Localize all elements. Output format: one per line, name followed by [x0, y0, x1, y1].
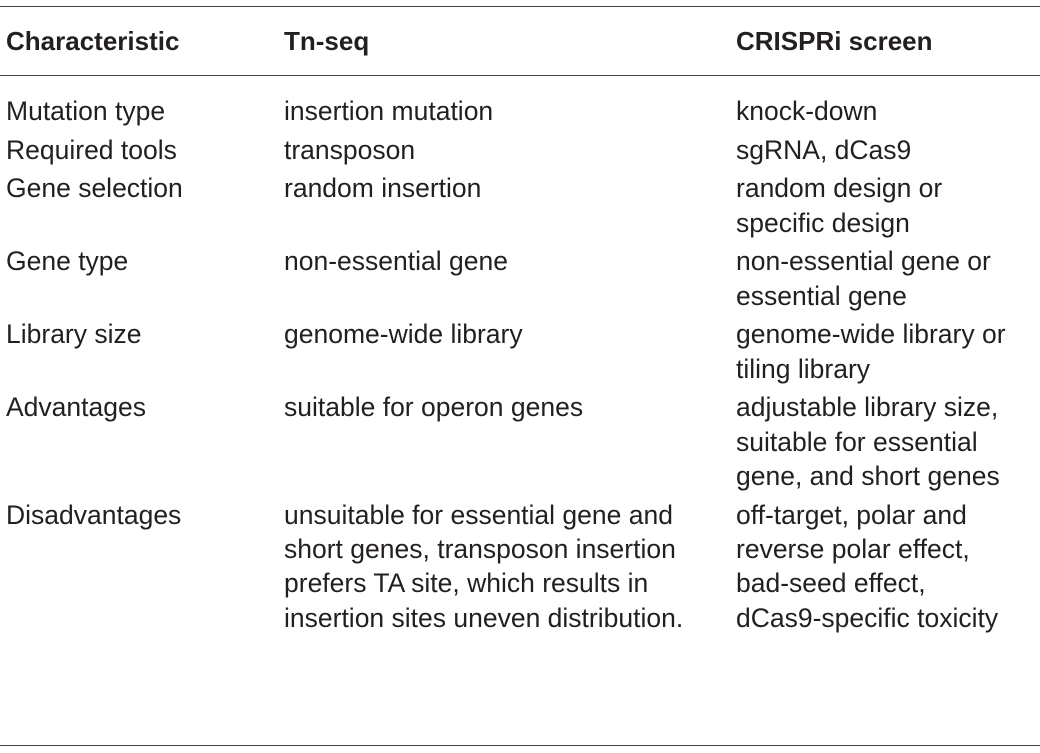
cell-line: Disadvantages — [6, 499, 182, 530]
cell-tnseq: random insertion — [284, 171, 481, 205]
cell-line: Library size — [6, 319, 142, 350]
cell-line: suitable for essential — [736, 426, 978, 457]
cell-crispri: adjustable library size, suitable for ess… — [736, 390, 1000, 493]
cell-tnseq: transposon — [284, 133, 415, 167]
cell-line: unsuitable for essential gene and — [284, 499, 673, 530]
cell-line: Advantages — [6, 392, 146, 423]
cell-line: suitable for operon genes — [284, 392, 584, 423]
header-crispri: CRISPRi screen — [736, 26, 933, 56]
cell-crispri: non-essential gene or essential gene — [736, 244, 991, 313]
cell-characteristic: Advantages — [6, 390, 146, 424]
cell-crispri: off-target, polar and reverse polar effec… — [736, 498, 998, 635]
cell-line: gene, and short genes — [736, 460, 1000, 491]
cell-line: knock-down — [736, 96, 878, 126]
table-bottom-rule — [0, 745, 1040, 746]
cell-line: prefers TA site, which results in — [284, 568, 649, 599]
cell-line: non-essential gene or — [736, 246, 991, 277]
cell-tnseq: insertion mutation — [284, 94, 493, 128]
cell-crispri: genome-wide library or tiling library — [736, 317, 1006, 386]
cell-line: genome-wide library — [284, 319, 523, 350]
cell-tnseq: non-essential gene — [284, 244, 508, 278]
header-characteristic: Characteristic — [6, 26, 180, 56]
cell-line: essential gene — [736, 280, 907, 311]
cell-line: Gene selection — [6, 173, 183, 204]
cell-characteristic: Required tools — [6, 133, 177, 167]
cell-line: dCas9-specific toxicity — [736, 602, 999, 633]
cell-line: Gene type — [6, 246, 129, 277]
cell-tnseq: unsuitable for essential gene and short g… — [284, 498, 683, 635]
cell-crispri: sgRNA, dCas9 — [736, 133, 911, 167]
cell-crispri: random design or specific design — [736, 171, 942, 240]
table-header-rule — [0, 75, 1040, 76]
cell-line: insertion sites uneven distribution. — [284, 602, 684, 633]
cell-characteristic: Gene selection — [6, 171, 183, 205]
cell-line: genome-wide library or — [736, 319, 1006, 350]
cell-characteristic: Gene type — [6, 244, 128, 278]
cell-crispri: knock-down — [736, 94, 877, 128]
cell-line: Required tools — [6, 134, 177, 165]
cell-line: Mutation type — [6, 96, 166, 126]
cell-line: reverse polar effect, — [736, 533, 970, 564]
cell-line: off-target, polar and — [736, 499, 967, 530]
cell-line: specific design — [736, 207, 910, 238]
cell-line: insertion mutation — [284, 96, 494, 126]
cell-line: tiling library — [736, 353, 871, 384]
cell-line: adjustable library size, — [736, 392, 999, 423]
cell-line: bad-seed effect, — [736, 568, 926, 599]
cell-line: random design or — [736, 173, 943, 204]
cell-line: non-essential gene — [284, 246, 508, 277]
table-top-rule — [0, 6, 1040, 7]
cell-line: transposon — [284, 134, 416, 165]
cell-line: random insertion — [284, 173, 482, 204]
cell-characteristic: Mutation type — [6, 94, 165, 128]
cell-tnseq: genome-wide library — [284, 317, 523, 351]
cell-line: short genes, transposon insertion — [284, 533, 676, 564]
cell-characteristic: Library size — [6, 317, 142, 351]
cell-characteristic: Disadvantages — [6, 498, 181, 532]
cell-tnseq: suitable for operon genes — [284, 390, 583, 424]
cell-line: sgRNA, dCas9 — [736, 134, 912, 165]
header-tnseq: Tn-seq — [284, 26, 370, 56]
